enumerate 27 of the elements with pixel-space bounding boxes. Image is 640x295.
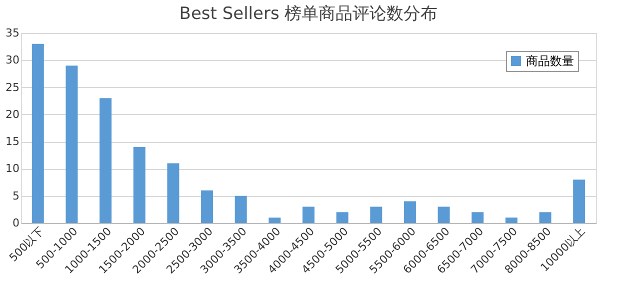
bar — [100, 98, 112, 223]
bar — [234, 196, 247, 223]
y-tick-label: 15 — [6, 135, 20, 148]
y-tick-label: 5 — [12, 189, 20, 202]
bar — [472, 212, 484, 223]
bar — [32, 44, 44, 223]
y-tick-label: 25 — [6, 80, 20, 94]
y-tick-label: 35 — [6, 26, 20, 40]
y-tick-label: 10 — [6, 162, 20, 176]
bar — [133, 147, 146, 223]
chart-title: Best Sellers 榜单商品评论数分布 — [179, 4, 438, 24]
bar — [167, 163, 180, 223]
bar — [66, 66, 78, 223]
legend-label: 商品数量 — [526, 54, 574, 68]
bar — [505, 218, 518, 223]
y-tick-label: 0 — [12, 216, 20, 230]
bar — [336, 212, 348, 223]
bar — [268, 218, 281, 223]
bar — [302, 206, 314, 223]
bar — [370, 206, 382, 223]
bar — [438, 206, 450, 223]
y-tick-label: 20 — [6, 108, 20, 121]
y-tick-label: 30 — [6, 54, 20, 67]
bar — [573, 180, 586, 223]
bar — [404, 201, 416, 223]
bar — [539, 212, 552, 223]
bar — [201, 190, 214, 223]
